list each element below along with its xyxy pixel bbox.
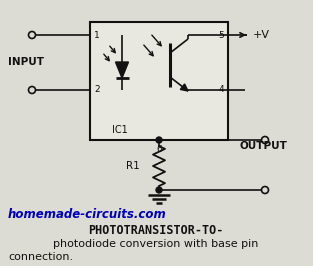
- Text: homemade-circuits.com: homemade-circuits.com: [8, 207, 167, 221]
- Text: R1: R1: [126, 161, 140, 171]
- Circle shape: [156, 137, 162, 143]
- Text: 6: 6: [156, 146, 162, 155]
- Polygon shape: [180, 84, 188, 91]
- Text: IC1: IC1: [112, 125, 128, 135]
- Text: connection.: connection.: [8, 252, 73, 262]
- Text: OUTPUT: OUTPUT: [240, 141, 288, 151]
- Text: 5: 5: [218, 31, 224, 39]
- Text: photodiode conversion with base pin: photodiode conversion with base pin: [53, 239, 259, 249]
- Text: INPUT: INPUT: [8, 57, 44, 67]
- Polygon shape: [115, 62, 129, 78]
- Text: +V: +V: [253, 30, 270, 40]
- Text: 4: 4: [218, 85, 224, 94]
- Bar: [90, 22, 228, 140]
- Text: PHOTOTRANSISTOR-TO-: PHOTOTRANSISTOR-TO-: [88, 223, 224, 236]
- Circle shape: [156, 187, 162, 193]
- Text: 2: 2: [94, 85, 100, 94]
- Text: 1: 1: [94, 31, 100, 39]
